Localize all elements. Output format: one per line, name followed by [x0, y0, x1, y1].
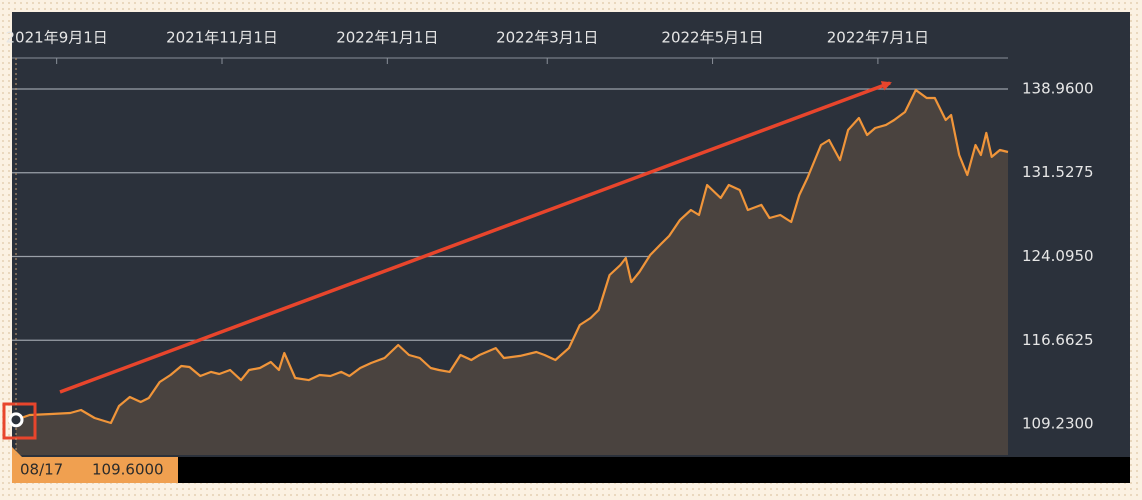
x-tick-label: 2022年7月1日: [827, 29, 929, 47]
plot-layer: [12, 57, 1009, 455]
crosshair-point: [8, 412, 24, 428]
highlight-box: [2, 402, 37, 440]
crosshair-date: 08/17: [20, 461, 63, 479]
crosshair-value: 109.6000: [92, 461, 164, 479]
area: [16, 90, 1008, 455]
x-tick-label: 2022年3月1日: [496, 29, 598, 47]
x-tick-label: 2021年9月1日: [6, 29, 108, 47]
y-tick-label: 116.6625: [1022, 331, 1094, 349]
x-tick-label: 2022年5月1日: [661, 29, 763, 47]
y-tick-label: 124.0950: [1022, 247, 1094, 265]
info-bar: [12, 457, 1130, 483]
line: [15, 88, 1009, 425]
y-tick-label: 131.5275: [1022, 163, 1094, 181]
y-tick-label: 138.9600: [1022, 79, 1094, 97]
pointer: [12, 447, 22, 457]
trend-arrow: [59, 81, 892, 394]
x-tick-label: 2022年1月1日: [336, 29, 438, 47]
y-tick-label: 109.2300: [1022, 415, 1094, 433]
x-tick-label: 2021年11月1日: [166, 29, 278, 47]
crosshair-label-box: [12, 457, 178, 483]
